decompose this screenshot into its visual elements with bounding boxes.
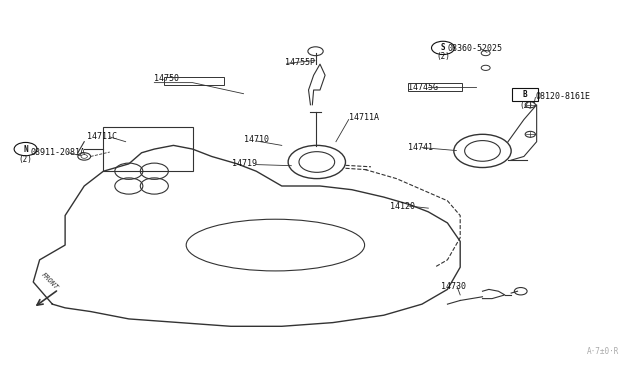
Text: 08360-52025: 08360-52025 <box>447 44 502 53</box>
Text: 14719: 14719 <box>232 159 257 169</box>
Bar <box>103 127 193 171</box>
Text: 14755P: 14755P <box>285 58 315 67</box>
Text: (2): (2) <box>436 52 450 61</box>
Text: 08911-2081A: 08911-2081A <box>30 148 85 157</box>
Text: 14750: 14750 <box>154 74 179 83</box>
Text: N: N <box>23 145 28 154</box>
Text: A·7±0·R: A·7±0·R <box>587 347 620 356</box>
Text: 14711C: 14711C <box>88 132 117 141</box>
Bar <box>164 77 225 85</box>
Text: 14741: 14741 <box>408 143 433 152</box>
Text: B: B <box>523 90 527 99</box>
Text: 08120-8161E: 08120-8161E <box>536 92 590 101</box>
Text: FRONT: FRONT <box>40 272 59 291</box>
Text: 14710: 14710 <box>244 135 269 144</box>
Bar <box>408 83 462 91</box>
Text: 14711A: 14711A <box>349 113 379 122</box>
Text: 14730: 14730 <box>441 282 466 291</box>
Text: S: S <box>441 44 445 52</box>
Text: 14745G: 14745G <box>408 83 438 92</box>
Text: (2): (2) <box>19 155 33 164</box>
Text: 14120: 14120 <box>390 202 415 211</box>
Text: (2): (2) <box>520 101 533 110</box>
